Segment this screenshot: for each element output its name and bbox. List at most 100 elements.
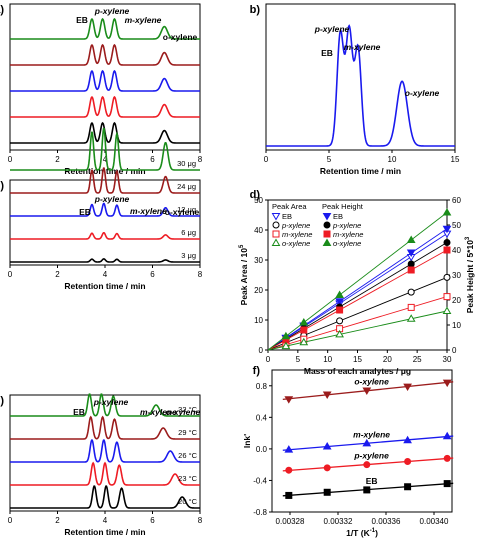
c-peak-label: o-xylene <box>165 207 200 217</box>
c-peak-label: EB <box>79 207 91 217</box>
d-x-axis-label: Mass of each analytes / μg <box>304 366 411 376</box>
d-fit-line-height <box>267 249 448 351</box>
d-legend-marker-area <box>271 213 281 221</box>
d-legend-marker-area <box>271 238 281 246</box>
f-point <box>404 483 412 491</box>
a-trace <box>10 95 200 118</box>
c-trace <box>10 231 200 240</box>
d-y-axis-label: Peak Area / 105 <box>239 244 249 305</box>
d-y2-tick-label: 40 <box>452 246 461 255</box>
d-y-tick-label: 0 <box>259 346 264 355</box>
d-y2-tick-label: 30 <box>452 271 461 280</box>
d-legend-marker-area <box>272 230 280 238</box>
c-peak-label: p-xylene <box>94 194 130 204</box>
d-y2-tick-label: 60 <box>452 196 461 205</box>
d-y2-tick-label: 50 <box>452 221 461 230</box>
b-peak-label: p-xylene <box>314 24 350 34</box>
d-fit-line-height <box>267 212 448 351</box>
e-trace-label: 20 °C <box>178 497 197 506</box>
f-point <box>322 442 332 450</box>
c-x-tick-label: 2 <box>55 270 60 279</box>
d-y2-tick-label: 20 <box>452 296 461 305</box>
a-trace <box>10 17 200 40</box>
c-trace <box>10 127 200 171</box>
f-point <box>323 464 331 472</box>
a-trace <box>10 69 200 92</box>
f-point <box>284 396 294 404</box>
d-y2-tick-label: 10 <box>452 321 461 330</box>
d-x-tick-label: 20 <box>383 355 392 364</box>
f-point <box>442 379 452 388</box>
e-trace-label: 23 °C <box>178 474 197 483</box>
d-y2-axis-label: Peak Height / 5*103 <box>465 236 475 313</box>
d-point-height <box>406 249 416 257</box>
f-point <box>363 486 371 494</box>
b-peak-label: o-xylene <box>405 88 440 98</box>
d-y2-axis-label-sup: 3 <box>465 236 471 240</box>
d-y2-tick-label: 0 <box>452 346 457 355</box>
f-point <box>362 438 372 447</box>
d-point-height <box>299 318 309 326</box>
e-trace-label: 26 °C <box>178 451 197 460</box>
d-point-area <box>281 341 291 350</box>
b-x-tick-label: 15 <box>451 155 460 164</box>
d-point-area <box>407 303 415 311</box>
d-point-height <box>407 260 415 268</box>
c-x-tick-label: 0 <box>8 270 13 279</box>
f-x-axis-label-sup: -1 <box>370 528 376 534</box>
d-point-height <box>407 266 415 274</box>
d-panel-label: d) <box>250 189 261 201</box>
e-x-tick-label: 8 <box>198 516 203 525</box>
a-panel-label: a) <box>0 4 4 16</box>
f-x-tick-label: 0.00336 <box>372 517 401 526</box>
e-x-tick-label: 2 <box>55 516 60 525</box>
c-peak-label: m-xylene <box>130 206 167 216</box>
a-peak-label: m-xylene <box>125 15 162 25</box>
d-point-area <box>442 306 452 314</box>
f-point <box>284 445 294 453</box>
d-fit-line-area <box>267 233 448 351</box>
a-x-tick-label: 8 <box>198 155 203 164</box>
f-point <box>403 435 412 444</box>
b-x-tick-label: 5 <box>327 155 332 164</box>
d-x-tick-label: 5 <box>296 355 301 364</box>
b-x-axis-label: Retention time / min <box>320 166 401 176</box>
f-y-tick-label: -0.8 <box>253 508 267 517</box>
d-point-height <box>336 306 344 314</box>
e-trace <box>10 415 200 440</box>
f-point <box>285 491 293 499</box>
d-legend-marker-height <box>322 213 332 221</box>
e-peak-label: p-xylene <box>93 397 129 407</box>
d-point-height <box>335 290 344 298</box>
d-y-tick-label: 30 <box>254 256 263 265</box>
f-x-tick-label: 0.00332 <box>324 517 353 526</box>
f-x-tick-label: 0.00340 <box>420 517 449 526</box>
d-legend-area-title: Peak Area <box>272 202 307 211</box>
c-x-tick-label: 6 <box>150 270 155 279</box>
e-panel-label: e) <box>0 395 4 407</box>
d-y-tick-label: 10 <box>254 316 263 325</box>
f-x-axis-label: 1/T (K-1) <box>346 528 378 538</box>
c-trace-label: 3 μg <box>181 251 196 260</box>
c-x-tick-label: 8 <box>198 270 203 279</box>
f-series-label: o-xylene <box>354 377 389 387</box>
d-legend-label-height: o-xylene <box>333 239 361 248</box>
a-x-tick-label: 4 <box>103 155 108 164</box>
b-panel-label: b) <box>250 4 261 16</box>
f-series-label: EB <box>366 476 378 486</box>
d-y-axis-label-sup: 5 <box>239 244 245 248</box>
f-point <box>363 461 371 469</box>
f-point <box>323 488 331 496</box>
d-x-tick-label: 10 <box>323 355 332 364</box>
d-point-area <box>406 314 416 322</box>
d-x-tick-label: 0 <box>266 355 271 364</box>
e-peak-label: m-xylene <box>140 407 177 417</box>
d-point-height <box>281 331 291 340</box>
d-x-tick-label: 30 <box>443 355 452 364</box>
d-point-area <box>407 288 415 296</box>
d-point-area <box>336 317 344 325</box>
d-point-height <box>300 326 308 334</box>
f-y-tick-label: 0.8 <box>256 382 268 391</box>
d-point-area <box>443 293 451 301</box>
